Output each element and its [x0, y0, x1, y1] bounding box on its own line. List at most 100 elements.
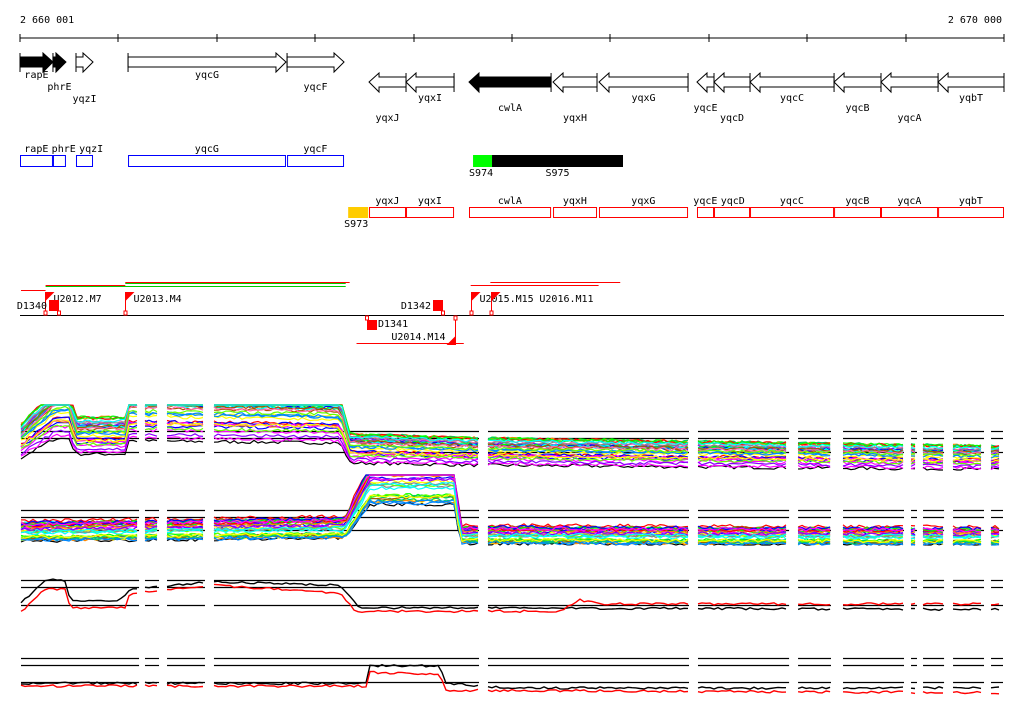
- upshift-label: U2015.M15: [480, 294, 534, 305]
- expression-line: [145, 416, 157, 418]
- expression-line: [145, 440, 157, 442]
- reverse-gene-box-yqcD: [715, 208, 750, 218]
- reverse-gene-box-label: yqcE: [693, 196, 717, 207]
- reverse-gene-arrow-yqxG: [599, 73, 688, 92]
- expression-line: [145, 591, 157, 592]
- reverse-gene-label: yqcC: [780, 93, 804, 104]
- expression-line: [843, 691, 903, 693]
- segment-label: S975: [546, 168, 570, 179]
- expression-line: [991, 604, 999, 605]
- gene-arrows-track: rapEphrEyqzIyqcGyqcFyqxJyqxIcwlAyqxHyqxG…: [20, 53, 1004, 124]
- expression-line: [953, 603, 981, 605]
- reverse-gene-box-yqcB: [835, 208, 881, 218]
- upshift-tick: [454, 316, 457, 320]
- forward-gene-label: yqzI: [72, 94, 96, 105]
- expression-line: [145, 682, 157, 683]
- reverse-gene-box-label: yqbT: [959, 196, 983, 207]
- expression-profiles: [21, 405, 1003, 694]
- ruler: 2 660 001 2 670 000: [20, 15, 1004, 42]
- forward-gene-box-label: yqcF: [303, 144, 327, 155]
- expression-line: [698, 603, 786, 605]
- segments-track: S973 S974 S975: [344, 155, 623, 230]
- expression-line: [488, 686, 688, 689]
- expression-line: [167, 434, 203, 437]
- expression-line: [698, 462, 786, 465]
- expression-panel-forward-summary: [21, 579, 1003, 612]
- expression-line: [953, 609, 981, 611]
- expression-line: [953, 692, 981, 694]
- reverse-gene-label: yqxG: [631, 93, 655, 104]
- ruler-start-label: 2 660 001: [20, 15, 74, 26]
- expression-line: [923, 525, 943, 527]
- expression-line: [167, 682, 203, 684]
- reverse-gene-label: yqcE: [693, 103, 717, 114]
- expression-line: [798, 608, 830, 610]
- expression-line: [698, 608, 786, 610]
- segment-S975: [492, 155, 623, 167]
- expression-line: [167, 426, 203, 428]
- upshift-label: U2013.M4: [134, 294, 182, 305]
- forward-gene-label: phrE: [47, 82, 71, 93]
- forward-gene-box-phrE: [53, 156, 65, 167]
- reverse-gene-arrow-cwlA: [469, 73, 551, 92]
- expression-line: [488, 690, 688, 693]
- expression-line: [145, 434, 157, 437]
- expression-line: [167, 582, 203, 587]
- forward-gene-arrow-yqzI: [76, 53, 93, 72]
- reverse-gene-box-yqbT: [939, 208, 1004, 218]
- reverse-gene-label: yqxJ: [375, 113, 399, 124]
- expression-line: [843, 608, 903, 610]
- downshift-label: D1340: [17, 301, 47, 312]
- reverse-gene-label: yqcA: [897, 113, 921, 124]
- forward-gene-label: yqcF: [303, 82, 327, 93]
- reverse-gene-box-label: cwlA: [498, 196, 522, 207]
- expression-line: [145, 685, 157, 687]
- reverse-gene-box-label: yqxH: [563, 196, 587, 207]
- expression-line: [991, 609, 999, 611]
- expression-panel-forward-conditions: [21, 405, 1003, 470]
- upshift-tick: [490, 311, 493, 315]
- reverse-gene-arrow-yqcC: [750, 73, 834, 92]
- reverse-gene-label: yqcB: [845, 103, 869, 114]
- reverse-gene-box-yqxG: [599, 208, 687, 218]
- expression-line: [923, 603, 943, 605]
- downshift-marker-icon: [49, 300, 59, 311]
- expression-line: [145, 410, 157, 413]
- reverse-gene-arrow-yqcB: [834, 73, 881, 92]
- forward-gene-box-label: yqcG: [195, 144, 219, 155]
- expression-line: [21, 579, 137, 603]
- expression-line: [167, 415, 203, 418]
- downshift-label: D1341: [378, 319, 408, 330]
- forward-gene-arrow-phrE: [53, 53, 66, 72]
- expression-panel-reverse-summary: [21, 659, 1003, 694]
- forward-gene-label: yqcG: [195, 70, 219, 81]
- expression-line: [167, 685, 203, 687]
- downshift-tick: [58, 311, 61, 315]
- reverse-gene-box-cwlA: [469, 208, 550, 218]
- reverse-gene-arrow-yqcD: [714, 73, 750, 92]
- reverse-gene-box-yqxJ: [370, 208, 406, 218]
- forward-gene-box-yqcF: [288, 156, 344, 167]
- expression-line: [843, 603, 903, 605]
- segment-S974: [473, 155, 492, 167]
- forward-gene-box-label: phrE: [52, 144, 76, 155]
- expression-line: [911, 693, 915, 694]
- downshift-tick: [442, 311, 445, 315]
- reverse-gene-box-yqxH: [554, 208, 597, 218]
- expression-line: [214, 671, 478, 691]
- downshift-marker-icon: [367, 320, 377, 330]
- segment-label: S974: [469, 168, 493, 179]
- expression-line: [923, 608, 943, 610]
- forward-gene-arrow-yqcF: [287, 53, 344, 72]
- reverse-gene-label: yqbT: [959, 93, 983, 104]
- expression-line: [167, 440, 203, 442]
- forward-gene-label: rapE: [24, 70, 48, 81]
- reverse-gene-label: yqxH: [563, 113, 587, 124]
- expression-line: [798, 603, 830, 605]
- expression-line: [843, 687, 903, 689]
- forward-gene-box-yqzI: [76, 156, 92, 167]
- segment-label: S973: [344, 219, 368, 230]
- expression-line: [698, 687, 786, 689]
- reverse-gene-box-label: yqcC: [780, 196, 804, 207]
